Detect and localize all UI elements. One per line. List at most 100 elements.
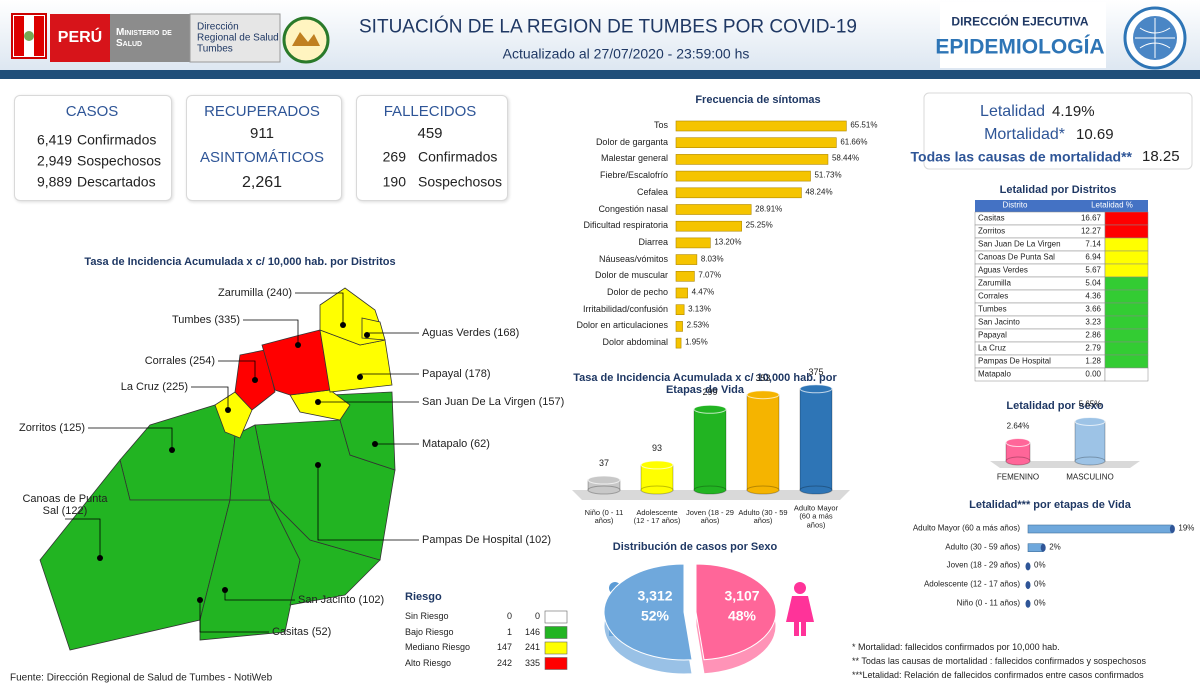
unit-name: EPIDEMIOLOGÍA [935, 35, 1105, 59]
recovered-box [186, 95, 342, 201]
table-color-cell [1104, 211, 1149, 226]
cylinder-top [640, 460, 674, 470]
district-zorritos [119, 404, 236, 501]
table-cell: San Juan De La Virgen [978, 239, 1061, 249]
cases-box [14, 95, 172, 201]
value-label: 353 [755, 372, 771, 383]
value-label: 7.07% [698, 270, 722, 280]
value-label: 5.65% [1078, 400, 1102, 410]
table-cell: 1.28 [1085, 356, 1101, 366]
leader-line [224, 590, 295, 601]
legend-swatch [544, 626, 568, 639]
category-label: Adolescente (12 - 17 años) [923, 579, 1020, 589]
kpi-label: Sospechosos [77, 152, 162, 169]
share-label: 48% [727, 607, 757, 624]
page-subtitle: Actualizado al 27/07/2020 - 23:59:00 hs [502, 45, 750, 62]
kpi-label: Descartados [77, 173, 156, 190]
district-label: Papayal (178) [422, 367, 491, 380]
legend-title: Riesgo [405, 590, 442, 603]
page-title: SITUACIÓN DE LA REGION DE TUMBES POR COV… [359, 16, 857, 38]
logo-shield [11, 13, 47, 59]
table-color-cell [1104, 289, 1149, 304]
rate-value: 18.25 [1142, 147, 1180, 165]
legend-to: 241 [524, 642, 540, 653]
category-label: Dolor de muscular [594, 270, 668, 281]
kpi-value: 6,419 [36, 131, 72, 148]
bar-cap [1040, 543, 1046, 552]
value-label: 4.47% [691, 287, 715, 297]
value-label: 37 [598, 458, 610, 469]
table-cell: San Jacinto [978, 317, 1020, 327]
share-label: 52% [640, 607, 670, 624]
category-label: FEMENINO [996, 472, 1040, 482]
female-icon [786, 582, 814, 636]
bar-cap [1025, 581, 1031, 590]
category-label: Niño (0 - 11 años) [584, 507, 624, 525]
value-label: 19% [1178, 523, 1195, 533]
table-color-cell [1104, 302, 1149, 317]
cylinder-body [799, 388, 833, 491]
category-label: Malestar general [600, 153, 668, 164]
value-label: 25.25% [745, 220, 773, 230]
value-label: 3,107 [724, 587, 760, 604]
value-label: 0% [1034, 560, 1046, 570]
district-label: Zarumilla (240) [218, 286, 292, 299]
cylinder-body [693, 408, 727, 491]
chart-title: Tasa de Incidencia Acumulada x c/ 10,000… [573, 371, 837, 396]
category-label: Congestión nasal [598, 203, 668, 214]
cylinder-top [746, 390, 780, 400]
table-cell: 2.79 [1085, 343, 1101, 353]
direction-box [189, 13, 281, 63]
value-label: 8.03% [700, 254, 724, 264]
direction: Dirección Regional de Salud Tumbes [197, 21, 279, 55]
kpi-label: Confirmados [77, 131, 157, 148]
footnote: * Mortalidad: fallecidos confirmados por… [852, 642, 1060, 653]
kpi-title: RECUPERADOS [204, 102, 320, 120]
table-cell: 3.23 [1085, 317, 1101, 327]
district-label: Matapalo (62) [422, 437, 490, 450]
district-dot [225, 407, 231, 413]
value-label: 3.13% [688, 304, 711, 314]
category-label: Dolor abdominal [602, 337, 668, 348]
bar [675, 287, 688, 299]
leader-line [199, 600, 269, 633]
cylinder-top [1074, 416, 1106, 426]
category-label: Diarrea [638, 236, 668, 247]
footnote: ** Todas las causas de mortalidad : fall… [852, 656, 1146, 667]
leader-line [65, 518, 101, 558]
category-label: Joven (18 - 29 años) [686, 507, 734, 525]
district-dot [372, 441, 378, 447]
district-label: Tumbes (335) [171, 313, 240, 326]
legend-to: 146 [524, 626, 540, 637]
legend-to: 0 [534, 611, 540, 622]
category-label: Adulto (30 - 59 años) [738, 507, 788, 525]
table-color-cell [1104, 367, 1149, 382]
value-label: 2% [1049, 542, 1061, 552]
leader-line [295, 292, 344, 325]
value-label: 2.64% [1006, 421, 1030, 431]
bar [675, 187, 802, 199]
kpi-value: 9,889 [36, 173, 72, 190]
value-label: 3,312 [637, 587, 673, 604]
table-color-cell [1104, 354, 1149, 369]
footnote: ***Letalidad: Relación de fallecidos con… [852, 670, 1144, 681]
district-dot [315, 462, 321, 468]
table-cell: 4.36 [1085, 291, 1101, 301]
platform [572, 490, 850, 500]
bar-cap [1025, 599, 1031, 608]
country: PERÚ [57, 29, 103, 47]
district-dot [252, 377, 258, 383]
rate-label: Mortalidad* [984, 126, 1065, 144]
ministry-box [110, 14, 190, 62]
table-color-cell [1104, 237, 1149, 252]
cylinder-bottom [693, 485, 727, 495]
category-label: Tos [653, 120, 668, 131]
district-label: La Cruz (225) [120, 380, 188, 393]
legend-label: Sin Riesgo [405, 611, 449, 622]
leader-line [218, 360, 256, 380]
category-label: Adolescente (12 - 17 años) [633, 507, 681, 525]
bar [675, 137, 837, 148]
chart-title: Frecuencia de síntomas [695, 93, 821, 106]
header-strip [0, 70, 1200, 79]
